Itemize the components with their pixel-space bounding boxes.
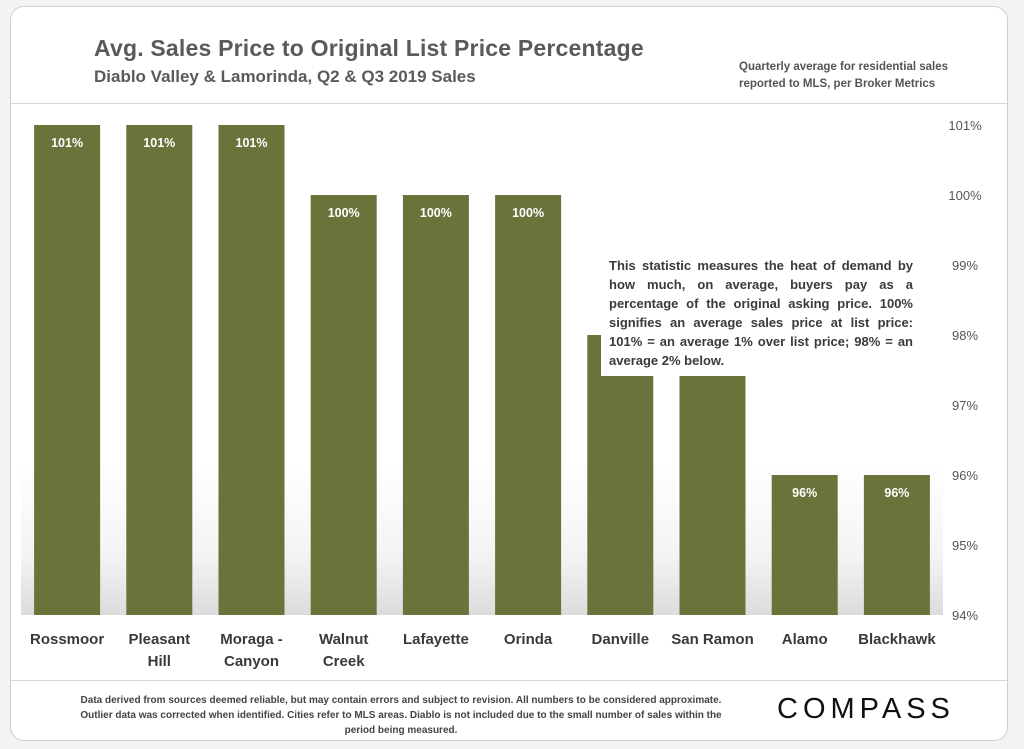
y-tick-label: 95% xyxy=(952,538,978,553)
chart-title: Avg. Sales Price to Original List Price … xyxy=(94,35,644,61)
bar xyxy=(679,335,746,615)
bar xyxy=(402,195,469,615)
bar-value-label: 101% xyxy=(51,136,83,150)
bar xyxy=(587,335,654,615)
y-tick-label: 101% xyxy=(948,118,982,133)
bar-chart: 94% 95% 96% 97% 98% 99% 100% 101% 101% Rossmoor 10… xyxy=(21,118,982,670)
info-box: This statistic measures the heat of dema… xyxy=(601,250,921,376)
category-label: Hill xyxy=(148,653,171,670)
y-tick-label: 96% xyxy=(952,468,978,483)
bar xyxy=(310,195,377,615)
category-label: Creek xyxy=(323,653,365,670)
category-label: Lafayette xyxy=(403,631,469,648)
category-label: Blackhawk xyxy=(858,631,936,648)
y-tick-label: 99% xyxy=(952,258,978,273)
chart-card: Avg. Sales Price to Original List Price … xyxy=(10,6,1008,741)
bar-value-label: 101% xyxy=(143,136,175,150)
bar-value-label: 101% xyxy=(236,136,268,150)
source-note: Quarterly average for residential sales … xyxy=(739,61,949,90)
disclaimer: Data derived from sources deemed reliabl… xyxy=(80,695,722,736)
bar-value-label: 96% xyxy=(792,486,817,500)
category-label: Moraga - xyxy=(220,631,283,648)
compass-logo: COMPASS xyxy=(777,693,955,725)
bar-value-label: 96% xyxy=(884,486,909,500)
bar xyxy=(863,475,930,615)
y-tick-label: 100% xyxy=(948,188,982,203)
bar-value-label: 100% xyxy=(420,206,452,220)
category-label: Alamo xyxy=(782,631,828,648)
category-label: Canyon xyxy=(224,653,279,670)
chart-subtitle: Diablo Valley & Lamorinda, Q2 & Q3 2019 … xyxy=(94,67,476,86)
category-label: Rossmoor xyxy=(30,631,104,648)
y-tick-label: 94% xyxy=(952,608,978,623)
category-label: San Ramon xyxy=(671,631,754,648)
category-label: Orinda xyxy=(504,631,553,648)
plot-area: 94% 95% 96% 97% 98% 99% 100% 101% 101% Rossmoor 10… xyxy=(11,103,1007,681)
category-label: Walnut xyxy=(319,631,368,648)
bar xyxy=(34,125,101,615)
bar xyxy=(495,195,562,615)
bar xyxy=(218,125,285,615)
category-label: Danville xyxy=(592,631,650,648)
y-tick-label: 98% xyxy=(952,328,978,343)
bar-value-label: 100% xyxy=(328,206,360,220)
y-tick-label: 97% xyxy=(952,398,978,413)
bar xyxy=(126,125,193,615)
category-label: Pleasant xyxy=(128,631,190,648)
bar xyxy=(771,475,838,615)
bar-value-label: 100% xyxy=(512,206,544,220)
